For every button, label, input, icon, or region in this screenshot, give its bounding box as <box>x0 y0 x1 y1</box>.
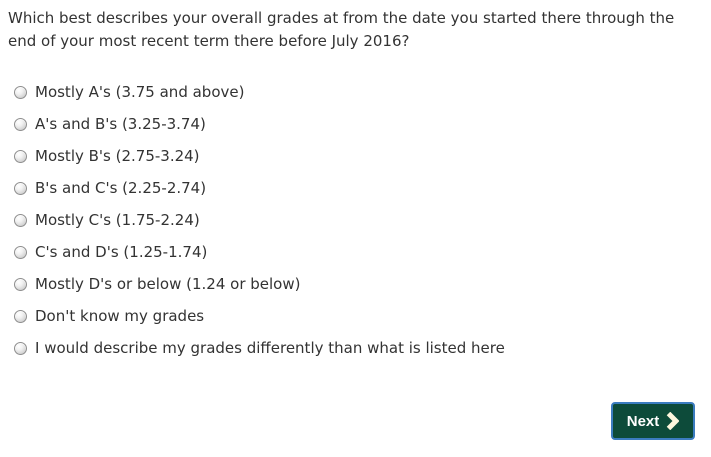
option-label: C's and D's (1.25-1.74) <box>35 243 208 261</box>
option-row[interactable]: B's and C's (2.25-2.74) <box>14 172 505 204</box>
radio-button[interactable] <box>14 245 27 259</box>
next-button[interactable]: Next <box>611 402 695 440</box>
option-label: Mostly D's or below (1.24 or below) <box>35 275 301 293</box>
option-row[interactable]: Mostly C's (1.75-2.24) <box>14 204 505 236</box>
option-row[interactable]: C's and D's (1.25-1.74) <box>14 236 505 268</box>
option-row[interactable]: Don't know my grades <box>14 300 505 332</box>
radio-button[interactable] <box>14 213 27 227</box>
option-label: Don't know my grades <box>35 307 205 325</box>
option-label: B's and C's (2.25-2.74) <box>35 179 207 197</box>
option-row[interactable]: I would describe my grades differently t… <box>14 332 505 364</box>
option-row[interactable]: A's and B's (3.25-3.74) <box>14 108 505 140</box>
next-button-label: Next <box>626 412 660 430</box>
option-label: I would describe my grades differently t… <box>35 339 505 357</box>
chevron-right-icon <box>666 412 680 430</box>
radio-button[interactable] <box>14 277 27 291</box>
options-list: Mostly A's (3.75 and above) A's and B's … <box>14 76 505 364</box>
radio-button[interactable] <box>14 341 27 355</box>
option-row[interactable]: Mostly D's or below (1.24 or below) <box>14 268 505 300</box>
option-label: A's and B's (3.25-3.74) <box>35 115 206 133</box>
option-label: Mostly C's (1.75-2.24) <box>35 211 200 229</box>
radio-button[interactable] <box>14 85 27 99</box>
option-row[interactable]: Mostly B's (2.75-3.24) <box>14 140 505 172</box>
option-row[interactable]: Mostly A's (3.75 and above) <box>14 76 505 108</box>
radio-button[interactable] <box>14 149 27 163</box>
radio-button[interactable] <box>14 309 27 323</box>
option-label: Mostly A's (3.75 and above) <box>35 83 245 101</box>
question-text: Which best describes your overall grades… <box>8 9 675 50</box>
option-label: Mostly B's (2.75-3.24) <box>35 147 200 165</box>
radio-button[interactable] <box>14 181 27 195</box>
radio-button[interactable] <box>14 117 27 131</box>
